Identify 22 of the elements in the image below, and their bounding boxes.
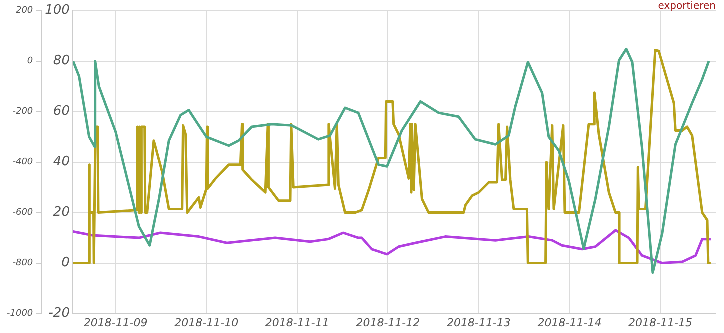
y2-tick-label: -400	[12, 158, 34, 168]
x-tick-label: 2018-11-11	[265, 316, 330, 330]
y2-tick-label: 200	[16, 6, 34, 16]
y2-tick-label: -200	[12, 107, 34, 118]
y2-tick-label: -800	[12, 258, 34, 269]
y2-tick-label: 0	[27, 56, 34, 67]
y-tick-label: -20	[48, 306, 70, 322]
y2-tick-label: -1000	[6, 309, 34, 320]
y-tick-label: 60	[53, 104, 70, 120]
x-tick-label: 2018-11-15	[628, 316, 692, 330]
x-tick-label: 2018-11-09	[84, 316, 148, 330]
y-tick-label: 100	[45, 3, 70, 18]
y-tick-label: 0	[62, 256, 70, 271]
y-tick-label: 40	[53, 154, 70, 170]
y-tick-label: 80	[53, 54, 70, 69]
x-tick-label: 2018-11-14	[538, 316, 602, 330]
x-tick-label: 2018-11-10	[174, 316, 239, 330]
x-tick-label: 2018-11-13	[446, 316, 511, 330]
y2-tick-label: -600	[12, 208, 34, 218]
y-tick-label: 20	[53, 205, 70, 220]
annotation: exportieren	[658, 1, 716, 12]
x-tick-label: 2018-11-12	[356, 316, 420, 330]
